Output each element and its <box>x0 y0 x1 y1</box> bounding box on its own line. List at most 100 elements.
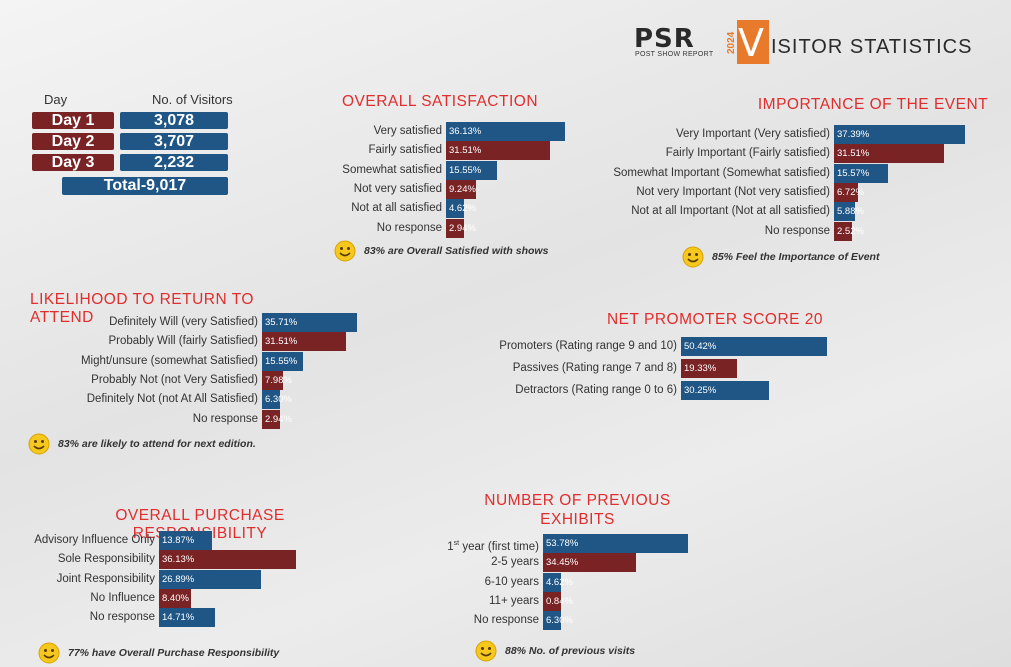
category-label: Definitely Not (not At All Satisfied) <box>86 393 258 406</box>
bar: 35.71% <box>262 313 357 332</box>
visitor-count: 3,707 <box>120 133 228 150</box>
bar: 30.25% <box>681 381 769 400</box>
category-label: No response <box>473 614 539 627</box>
col-header-visitors: No. of Visitors <box>152 92 233 107</box>
day-label: Day 1 <box>32 112 114 129</box>
data-label: 31.51% <box>837 148 870 160</box>
category-label: No response <box>376 221 442 234</box>
logo-letters: PSR <box>634 24 695 54</box>
bar: 4.62% <box>543 572 573 592</box>
bar: 31.51% <box>262 332 346 352</box>
data-label: 7.98% <box>265 374 292 386</box>
page-title: ISITOR STATISTICS <box>771 36 973 58</box>
category-label: Very satisfied <box>373 125 442 137</box>
data-label: 30.25% <box>684 385 717 396</box>
data-label: 34.45% <box>546 557 579 569</box>
bar: 7.98% <box>262 370 292 390</box>
category-label: Passives (Rating range 7 and 8) <box>512 362 677 374</box>
category-label: Fairly Important (Fairly satisfied) <box>665 147 830 160</box>
data-label: 35.71% <box>265 317 298 328</box>
category-label: Not at all satisfied <box>351 202 442 215</box>
logo-subtitle: POST SHOW REPORT <box>635 51 714 58</box>
bar: 34.45% <box>543 553 636 573</box>
bar: 37.39% <box>834 125 965 144</box>
bar: 31.51% <box>834 144 945 164</box>
category-label: Advisory Influence Only <box>34 534 155 546</box>
data-label: 26.89% <box>162 573 195 585</box>
category-label: No Influence <box>90 591 155 604</box>
day-label: Day 2 <box>32 133 114 150</box>
data-label: 0.84% <box>546 595 573 607</box>
title-initial: V <box>738 21 764 65</box>
bar: 8.40% <box>159 588 191 608</box>
bar: 6.30% <box>543 611 573 631</box>
smiley-icon <box>28 433 50 455</box>
category-label: 2-5 years <box>491 556 539 569</box>
data-label: 4.62% <box>449 203 476 215</box>
note-text: 85% Feel the Importance of Event <box>712 251 880 263</box>
chart-title: OVERALL SATISFACTION <box>341 93 539 110</box>
bar: 36.13% <box>159 550 297 570</box>
note-text: 83% are likely to attend for next editio… <box>58 438 256 450</box>
category-label: Detractors (Rating range 0 to 6) <box>515 384 677 396</box>
data-label: 6.72% <box>837 186 864 198</box>
category-label: No response <box>192 412 258 425</box>
data-label: 14.71% <box>162 612 195 624</box>
bar: 2.52% <box>834 221 864 241</box>
data-label: 37.39% <box>837 129 870 140</box>
category-label: Definitely Will (very Satisfied) <box>109 316 258 328</box>
category-label: Not very Important (Not very satisfied) <box>636 185 830 198</box>
data-label: 15.55% <box>449 164 482 176</box>
smiley-icon <box>682 246 704 268</box>
note-text: 88% No. of previous visits <box>505 645 636 657</box>
data-label: 8.40% <box>162 592 189 604</box>
category-label: Probably Will (fairly Satisfied) <box>108 335 258 348</box>
col-header-day: Day <box>44 92 68 107</box>
bar: 13.87% <box>159 531 212 550</box>
data-label: 2.94% <box>449 222 476 234</box>
chart-title: NET PROMOTER SCORE 20 <box>606 311 824 328</box>
data-label: 53.78% <box>546 538 579 549</box>
category-label: No response <box>89 611 155 624</box>
data-label: 15.57% <box>837 167 870 179</box>
logo-year: 2024 <box>726 31 737 54</box>
data-label: 5.88% <box>837 206 864 218</box>
psr-logo: PSR POST SHOW REPORT 2024 V ISITOR STATI… <box>634 20 994 66</box>
chart-title: IMPORTANCE OF THE EVENT <box>757 96 989 113</box>
category-label: Somewhat satisfied <box>342 163 442 176</box>
category-label: Sole Responsibility <box>57 553 155 566</box>
bar: 15.55% <box>262 351 304 371</box>
bar: 36.13% <box>446 122 566 141</box>
visitor-count: 3,078 <box>120 112 228 129</box>
bar: 14.71% <box>159 608 215 628</box>
category-label: Not very satisfied <box>353 182 442 195</box>
category-label: Fairly satisfied <box>368 144 443 157</box>
bar: 15.57% <box>834 163 889 183</box>
category-label: No response <box>764 224 830 237</box>
visitor-count: 2,232 <box>120 154 228 171</box>
category-label: Somewhat Important (Somewhat satisfied) <box>613 166 830 179</box>
chart-title: LIKELIHOOD TO RETURN TO ATTEND <box>30 291 254 326</box>
note-text: 83% are Overall Satisfied with shows <box>364 245 549 257</box>
category-label: Very Important (Very satisfied) <box>675 128 830 140</box>
bar: 50.42% <box>681 337 828 356</box>
title-initial-box <box>737 20 769 64</box>
data-label: 2.94% <box>265 413 292 425</box>
bar: 4.62% <box>446 199 476 219</box>
category-label: Not at all Important (Not at all satisfi… <box>631 205 830 218</box>
bar: 53.78% <box>543 534 689 553</box>
smiley-icon <box>475 640 497 662</box>
bar: 2.94% <box>446 218 476 238</box>
chart-note: 77% have Overall Purchase Responsibility <box>38 642 279 664</box>
bar: 26.89% <box>159 569 262 589</box>
data-label: 6.30% <box>265 394 292 406</box>
category-label: Promoters (Rating range 9 and 10) <box>499 340 677 352</box>
visitor-total: Total-9,017 <box>62 177 228 195</box>
bar: 2.94% <box>262 409 292 429</box>
category-label: Probably Not (not Very Satisfied) <box>91 373 258 386</box>
smiley-icon <box>334 240 356 262</box>
bar: 6.30% <box>262 390 292 410</box>
data-label: 15.55% <box>265 355 298 367</box>
bar: 5.88% <box>834 202 864 222</box>
data-label: 4.62% <box>546 576 573 588</box>
